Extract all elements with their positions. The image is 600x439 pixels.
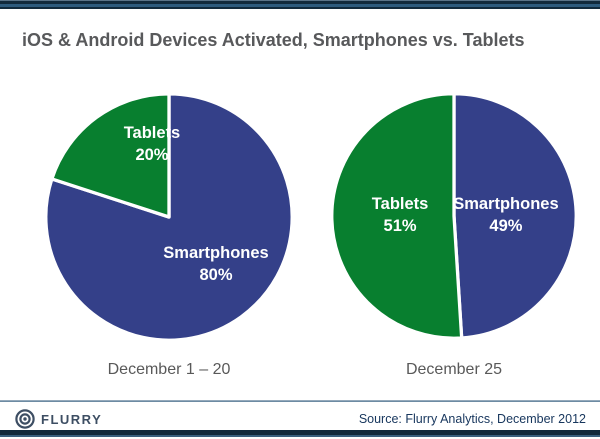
slice-name: Smartphones (453, 195, 559, 214)
slice-name: Tablets (371, 195, 429, 214)
slice-percent: 80% (199, 266, 233, 284)
pie-chart-svg (44, 92, 294, 342)
source-attribution: Source: Flurry Analytics, December 2012 (358, 412, 586, 426)
pie-chart-december-25: Tablets 51% Smartphones 49% (328, 90, 580, 342)
top-border-bar (0, 0, 600, 9)
pie-slice-smartphones (452, 92, 578, 340)
slice-percent: 51% (383, 217, 417, 235)
pie-slice-tablets (50, 92, 171, 219)
slice-percent: 49% (489, 217, 523, 235)
slice-name: Tablets (123, 124, 181, 143)
slice-percent: 20% (135, 146, 169, 165)
bottom-border-bar (0, 430, 600, 437)
pie-slice-tablets (330, 92, 464, 340)
chart-caption-right: December 25 (405, 361, 503, 378)
slice-name: Smartphones (163, 244, 269, 263)
flurry-logo-text: FLURRY (41, 411, 103, 427)
flurry-logo: FLURRY (15, 408, 102, 430)
flurry-logo-icon (15, 409, 35, 429)
slice-label-smartphones: Smartphones 49% (453, 194, 558, 238)
footer-divider (0, 400, 600, 402)
chart-caption-left: December 1 – 20 (107, 361, 231, 378)
slice-label-tablets: Tablets 20% (124, 123, 181, 167)
pie-chart-december-1-20: Tablets 20% Smartphones 80% (42, 90, 296, 344)
pie-chart-svg (330, 92, 578, 340)
slice-label-smartphones: Smartphones 80% (163, 243, 268, 287)
page-title: iOS & Android Devices Activated, Smartph… (22, 30, 525, 50)
slice-label-tablets: Tablets 51% (372, 194, 429, 238)
